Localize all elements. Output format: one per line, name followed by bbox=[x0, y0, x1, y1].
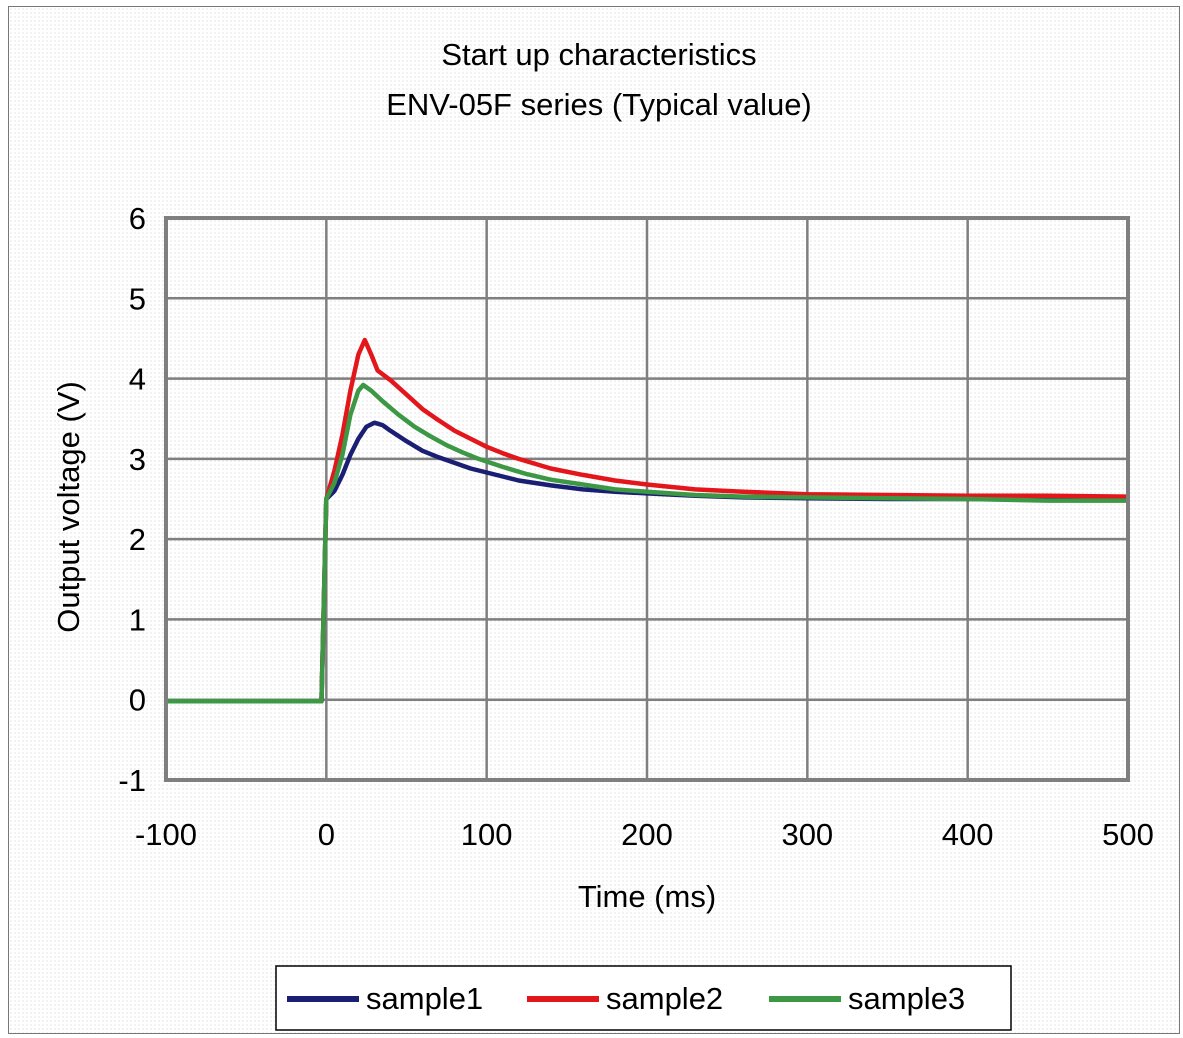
legend-box bbox=[275, 965, 1012, 1031]
legend-label-sample3: sample3 bbox=[848, 981, 965, 1016]
plot-border bbox=[164, 216, 1130, 782]
legend: sample1 sample2 sample3 bbox=[275, 965, 1012, 1031]
x-tick-label: 0 bbox=[318, 817, 335, 852]
x-axis-label: Time (ms) bbox=[578, 879, 716, 914]
x-tick-label: 400 bbox=[942, 817, 994, 852]
x-tick-label: 300 bbox=[781, 817, 833, 852]
y-tick-label: 1 bbox=[129, 602, 146, 637]
chart-subtitle: ENV-05F series (Typical value) bbox=[386, 87, 812, 122]
x-tick-label: -100 bbox=[135, 817, 197, 852]
x-tick-label: 500 bbox=[1102, 817, 1154, 852]
y-tick-label: 4 bbox=[129, 362, 146, 397]
legend-label-sample2: sample2 bbox=[606, 981, 723, 1016]
series-layer bbox=[166, 337, 1129, 704]
y-tick-label: -1 bbox=[118, 763, 146, 798]
startup-chart: Start up characteristics ENV-05F series … bbox=[51, 37, 1154, 1031]
chart-title: Start up characteristics bbox=[441, 37, 756, 72]
series-line-sample2 bbox=[166, 337, 1129, 704]
series-line-sample3 bbox=[166, 382, 1128, 704]
y-tick-label: 0 bbox=[129, 683, 146, 718]
chart-frame: Start up characteristics ENV-05F series … bbox=[8, 6, 1180, 1034]
x-tick-label: 100 bbox=[461, 817, 513, 852]
y-tick-label: 5 bbox=[129, 281, 146, 316]
legend-label-sample1: sample1 bbox=[366, 981, 483, 1016]
y-tick-label: 2 bbox=[129, 522, 146, 557]
x-tick-label: 200 bbox=[621, 817, 673, 852]
y-axis-label: Output voltage (V) bbox=[51, 381, 86, 633]
y-tick-label: 6 bbox=[129, 201, 146, 236]
y-tick-label: 3 bbox=[129, 442, 146, 477]
y-tick-labels: -1 0 1 2 3 4 5 6 bbox=[118, 201, 146, 798]
x-tick-labels: -100 0 100 200 300 400 500 bbox=[135, 817, 1154, 852]
